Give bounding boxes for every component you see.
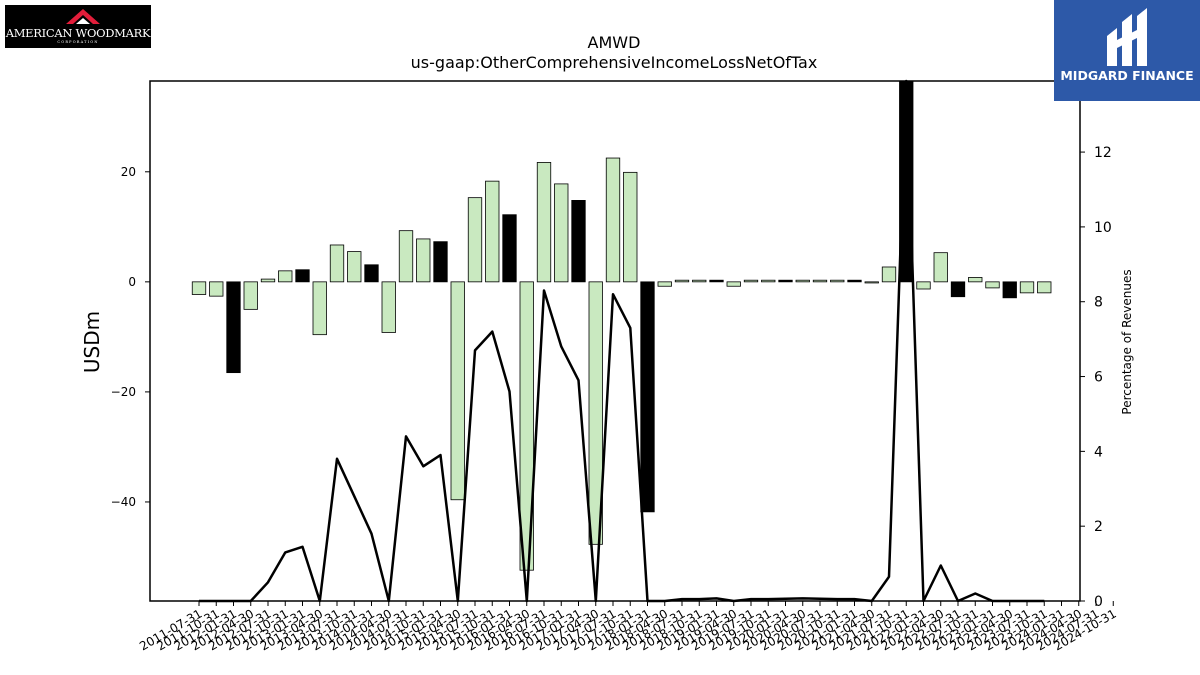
y-axis-right-label: Percentage of Revenues — [1120, 269, 1134, 414]
bar-series — [191, 80, 1052, 571]
y-tick-label: 20 — [121, 165, 136, 179]
bar — [985, 281, 1000, 289]
plot-frame — [149, 80, 1081, 602]
bar — [278, 270, 293, 283]
bar — [381, 281, 396, 333]
bar — [433, 241, 448, 283]
bar — [950, 281, 966, 298]
logo-left-text: AMERICAN WOODMARK — [5, 26, 151, 40]
bar — [536, 162, 552, 283]
bar — [191, 281, 207, 295]
bar — [881, 266, 897, 283]
chart-subtitle: us-gaap:OtherComprehensiveIncomeLossNetO… — [411, 53, 818, 72]
bar — [605, 157, 621, 283]
x-axis: 2011-07-312011-10-312012-01-312012-04-30… — [137, 601, 1119, 653]
bar — [743, 279, 759, 283]
bar — [485, 180, 500, 283]
bar — [226, 281, 241, 374]
bar — [209, 281, 224, 297]
bar — [502, 214, 517, 283]
bar — [398, 230, 414, 283]
bar — [243, 281, 258, 310]
bar — [761, 279, 776, 283]
bar — [640, 281, 655, 513]
y-tick-label: −20 — [111, 385, 136, 399]
logo-left-subtext: CORPORATION — [57, 40, 99, 44]
y-right-tick-label: 0 — [1094, 594, 1103, 610]
bar — [554, 183, 569, 283]
bar — [778, 279, 793, 283]
bar — [847, 279, 862, 283]
bar — [933, 252, 948, 283]
bar — [916, 281, 931, 290]
bar — [623, 171, 638, 283]
bar — [864, 281, 879, 284]
y-axis-right: 0 2 4 6 8 10 12 — [1080, 145, 1112, 610]
bar — [347, 251, 362, 283]
bar — [450, 281, 465, 501]
y-right-tick-label: 2 — [1094, 519, 1103, 535]
bar — [1037, 281, 1052, 294]
bar — [519, 281, 534, 571]
bar — [260, 278, 276, 283]
bar — [588, 281, 603, 545]
ratio-line-layer — [199, 79, 1045, 603]
y-right-tick-label: 6 — [1094, 370, 1103, 386]
y-tick-label: 0 — [128, 275, 136, 289]
bar — [709, 279, 724, 283]
bar — [692, 279, 707, 283]
bar — [571, 200, 586, 283]
bar — [312, 281, 327, 336]
roof-icon — [66, 9, 100, 24]
y-right-tick-label: 10 — [1094, 220, 1112, 236]
y-right-tick-label: 4 — [1094, 444, 1103, 460]
bar — [968, 277, 983, 283]
ratio-line — [199, 79, 1045, 603]
bar — [416, 238, 431, 283]
y-axis-label: USDm — [80, 311, 104, 373]
y-right-tick-label: 8 — [1094, 295, 1103, 311]
bar — [830, 279, 845, 283]
y-right-tick-label: 12 — [1094, 145, 1112, 161]
bar — [1002, 281, 1017, 299]
american-woodmark-logo: AMERICAN WOODMARK CORPORATION — [5, 5, 151, 48]
bar — [812, 279, 828, 283]
bar — [795, 279, 810, 283]
bar — [1019, 281, 1035, 294]
bar — [674, 279, 690, 283]
logo-right-text: MIDGARD FINANCE — [1060, 68, 1194, 83]
midgard-mark-icon — [1107, 8, 1147, 66]
y-tick-label: −40 — [111, 495, 136, 509]
midgard-finance-logo: MIDGARD FINANCE — [1054, 0, 1200, 101]
bar — [467, 197, 483, 283]
chart-title: AMWD — [588, 33, 641, 52]
bar — [329, 244, 345, 283]
y-axis-left: −40 −20 0 20 — [111, 165, 150, 509]
bar — [657, 281, 672, 287]
bar — [364, 264, 379, 283]
bar — [726, 281, 741, 287]
bar — [295, 269, 310, 283]
